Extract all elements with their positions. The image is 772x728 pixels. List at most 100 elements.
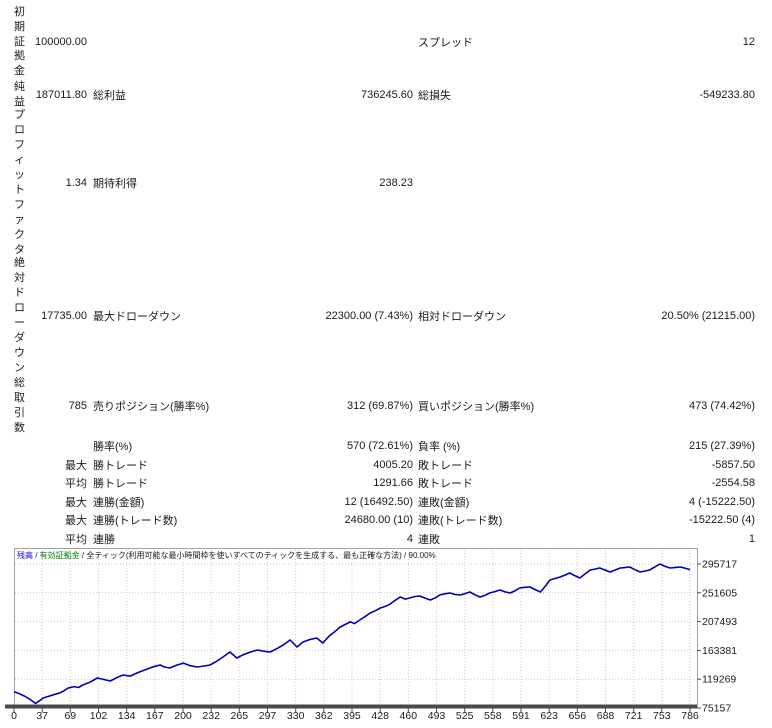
metric-value-mid: 24680.00 (10) (344, 514, 414, 526)
metric-label-right: 敗トレード (418, 459, 473, 472)
results-table: 初期証拠金 100000.00 スプレッド 12 純益 187011.80 総利益 73624… (0, 4, 772, 548)
metric-value-right: 20.50% (21215.00) (661, 310, 755, 322)
x-axis-label: 493 (428, 710, 446, 722)
x-axis-label: 69 (64, 710, 76, 722)
metric-group-label: 絶対ドローダウン (14, 257, 25, 374)
x-axis-label: 362 (315, 710, 333, 722)
metric-label-mid: 連勝(トレード数) (93, 515, 178, 527)
y-axis-label: 251605 (702, 587, 737, 599)
x-axis-label: 200 (174, 710, 192, 722)
report-row: プロフィットファクタ 1.34 期待利得 238.23 (0, 109, 772, 257)
report-row: 最大 連勝(トレード数) 24680.00 (10) 連敗(トレード数) -15222.… (0, 511, 772, 529)
plot-border (14, 548, 698, 709)
metric-value-right: -15222.50 (4) (688, 514, 755, 526)
x-axis-label: 330 (287, 710, 305, 722)
report-row: 勝率(%) 570 (72.61%) 負率 (%) 215 (27.39%) (0, 437, 772, 455)
x-axis-label: 232 (202, 710, 220, 722)
metric-value-left: 最大 (65, 459, 87, 472)
metric-value-mid: 312 (69.87%) (346, 400, 413, 412)
metric-label-right: 連敗 (418, 533, 440, 546)
legend-part: / (79, 551, 87, 560)
metric-value-left: 最大 (65, 496, 87, 509)
metric-value-left: 17735.00 (41, 310, 87, 322)
x-axis-label: 721 (625, 710, 643, 722)
x-axis-label: 297 (259, 710, 277, 722)
x-axis-label: 591 (512, 710, 530, 722)
metric-value-right: 1 (748, 532, 755, 545)
metric-label-mid: 連勝(金額) (93, 496, 145, 509)
metric-label-mid: 勝率(%) (93, 441, 133, 453)
legend-part: 全ティック(利用可能な最小時間枠を使いすべてのティックを生成する、最も正確な方法… (86, 551, 402, 560)
legend-part: 有効証拠金 (39, 551, 80, 560)
metric-value-right: -549233.80 (699, 88, 755, 101)
metric-value-right: 12 (742, 36, 755, 48)
chart-legend: 残高 / 有効証拠金 / 全ティック(利用可能な最小時間枠を使いすべてのティック… (17, 551, 436, 560)
balance-chart: 残高 / 有効証拠金 / 全ティック(利用可能な最小時間枠を使いすべてのティック… (0, 548, 772, 728)
metric-value-mid: 1291.66 (373, 477, 413, 489)
metric-value-right: 473 (74.42%) (688, 400, 755, 412)
metric-label-right: 相対ドローダウン (418, 311, 506, 323)
metric-label-mid: 期待利得 (93, 178, 137, 190)
metric-label-right: 連敗(金額) (418, 496, 470, 509)
report-row: 最大 連勝(金額) 12 (16492.50) 連敗(金額) 4 (-15222.50) (0, 492, 772, 511)
report-row: 平均 連勝 4 連敗 1 (0, 529, 772, 548)
metric-label-right: 負率 (%) (418, 441, 461, 453)
y-axis-label: 295717 (702, 559, 737, 571)
x-axis-label: 102 (90, 710, 108, 722)
y-axis-label: 207493 (702, 616, 737, 628)
x-axis-label: 0 (11, 710, 17, 722)
metric-label-right: 敗トレード (418, 478, 473, 490)
legend-part: / (33, 551, 40, 560)
x-axis-label: 428 (371, 710, 389, 722)
metric-label-right: 買いポジション(勝率%) (418, 401, 535, 413)
metric-label-mid: 最大ドローダウン (93, 311, 181, 323)
metric-value-left: 187011.80 (35, 88, 87, 101)
report-row: 平均 勝トレード 1291.66 敗トレード -2554.58 (0, 474, 772, 492)
x-axis-label: 460 (400, 710, 418, 722)
metric-group-label: 初期証拠金 (14, 5, 25, 78)
x-axis-label: 395 (343, 710, 361, 722)
y-axis-label: 163381 (702, 645, 737, 657)
metric-label-right: 連敗(トレード数) (418, 515, 503, 527)
metric-value-mid: 570 (72.61%) (346, 440, 413, 452)
legend-part: / (401, 551, 409, 560)
metric-label-right: 総損失 (418, 89, 451, 102)
metric-value-left: 平均 (65, 478, 87, 490)
metric-group-label: 総取引数 (14, 377, 25, 434)
x-axis-label: 167 (146, 710, 164, 722)
metric-label-mid: 総利益 (93, 89, 126, 102)
report-row: 総取引数 785 売りポジション(勝率%) 312 (69.87%) 買いポジション(勝… (0, 375, 772, 437)
metric-value-mid: 4005.20 (373, 458, 413, 471)
metric-value-mid: 238.23 (379, 177, 413, 189)
balance-curve-plot: 295717 251605 207493 163381 119269 75157 0 37 69… (5, 548, 737, 722)
x-axis-label: 623 (540, 710, 558, 722)
report-row: 初期証拠金 100000.00 スプレッド 12 (0, 4, 772, 80)
x-axis-label: 753 (653, 710, 671, 722)
x-axis-label: 558 (484, 710, 502, 722)
metric-value-right: -2554.58 (711, 477, 755, 489)
x-axis-label: 134 (118, 710, 136, 722)
x-axis-bar (5, 704, 697, 709)
balance-line (13, 563, 691, 705)
metric-value-left: 100000.00 (35, 36, 87, 48)
legend-part: 残高 (17, 551, 33, 560)
x-axis-label: 656 (569, 710, 587, 722)
x-axis-label: 265 (231, 710, 249, 722)
x-axis-label: 37 (36, 710, 48, 722)
metric-value-right: 4 (-15222.50) (688, 495, 755, 508)
metric-value-left: 最大 (65, 515, 87, 527)
metric-label-mid: 勝トレード (93, 459, 148, 472)
metric-value-mid: 22300.00 (7.43%) (325, 310, 413, 322)
metric-value-left: 1.34 (65, 177, 87, 189)
metric-group-label: プロフィットファクタ (14, 109, 25, 256)
metric-value-mid: 12 (16492.50) (344, 495, 414, 508)
report-row: 純益 187011.80 総利益 736245.60 総損失 -549233.80 (0, 80, 772, 109)
metric-group-label: 純益 (14, 80, 25, 108)
x-axis-label: 688 (597, 710, 615, 722)
y-axis-label: 75157 (702, 703, 731, 715)
metric-value-right: -5857.50 (711, 458, 755, 471)
metric-value-mid: 4 (406, 532, 413, 545)
metric-value-left: 平均 (65, 533, 87, 546)
y-axis-label: 119269 (702, 674, 736, 686)
